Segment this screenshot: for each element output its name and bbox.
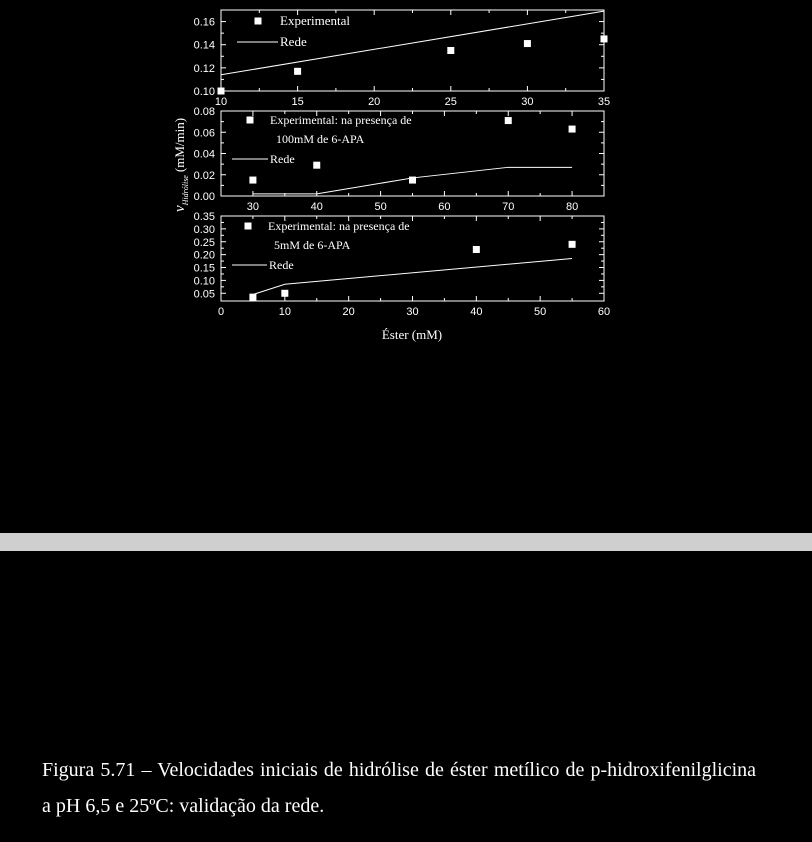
data-point-experimental: [249, 293, 257, 301]
legend-marker-experimental: [244, 222, 252, 230]
x-tick-label: 60: [598, 306, 610, 318]
legend-label-experimental: Experimental: [280, 13, 350, 28]
chart-panel-3: 0 10 20 30 40 50 60 0.050.100.150.200.250.300.3…: [194, 211, 611, 318]
x-tick-label: 40: [470, 306, 482, 318]
x-tick-label: 30: [247, 201, 259, 213]
y-tick-label: 0.20: [194, 250, 215, 262]
legend-marker-experimental: [246, 116, 254, 124]
series-line-rede: [252, 166, 573, 195]
y-axis-label-unit: (mM/min): [172, 118, 187, 172]
y-tick-label: 0.08: [194, 106, 215, 118]
y-tick-label: 0.30: [194, 224, 215, 236]
legend-label-rede: Rede: [280, 34, 307, 49]
data-point-experimental: [313, 161, 321, 169]
series-line-rede: [220, 10, 605, 76]
y-tick-label: 0.02: [194, 170, 215, 182]
figure-caption: Figura 5.71 – Velocidades iniciais de hi…: [42, 759, 756, 817]
data-point-experimental: [294, 67, 302, 75]
x-tick-label: 50: [534, 306, 546, 318]
data-point-experimental: [472, 245, 480, 253]
data-point-experimental: [504, 117, 512, 125]
y-tick-label: 0.10: [194, 275, 215, 287]
x-tick-label: 50: [374, 201, 386, 213]
x-axis-label: Éster (mM): [382, 327, 442, 342]
chart-figure: 10 15 20 25 30 35 0.10 0.12 0.14 0.16 Experimental…: [172, 9, 611, 342]
x-tick-label: 10: [279, 306, 291, 318]
x-tick-label: 30: [521, 96, 533, 108]
x-tick-label: 80: [566, 201, 578, 213]
data-point-experimental: [447, 47, 455, 54]
x-tick-label: 60: [438, 201, 450, 213]
legend-label-experimental: 5mM de 6-APA: [274, 238, 351, 252]
x-tick-label: 10: [215, 96, 227, 108]
y-tick-label: 0.05: [194, 288, 215, 300]
y-tick-label: 0.35: [194, 211, 215, 223]
data-point-experimental: [281, 289, 289, 297]
x-tick-label: 20: [368, 96, 380, 108]
legend-label-rede: Rede: [270, 152, 295, 166]
data-point-experimental: [568, 240, 576, 248]
y-axis-label-v: v: [172, 205, 188, 212]
y-tick-label: 0.25: [194, 237, 215, 249]
x-tick-label: 15: [291, 96, 303, 108]
legend-marker-experimental: [254, 17, 262, 25]
legend-label-experimental: 100mM de 6-APA: [276, 132, 365, 146]
y-tick-label: 0.14: [194, 40, 215, 52]
y-tick-label: 0.06: [194, 127, 215, 139]
x-tick-label: 20: [343, 306, 355, 318]
x-tick-label: 70: [502, 201, 514, 213]
data-point-experimental: [249, 176, 257, 184]
data-point-experimental: [600, 35, 608, 43]
data-point-experimental: [217, 87, 225, 95]
legend-label-rede: Rede: [269, 258, 294, 272]
y-tick-label: 0.04: [194, 149, 215, 161]
y-tick-label: 0.10: [194, 86, 215, 98]
chart-panel-2: 30 40 50 60 70 80 0.00 0.02 0.04 0.06 0.08 Experime…: [194, 106, 605, 213]
chart-panel-1: 10 15 20 25 30 35 0.10 0.12 0.14 0.16 Experimental…: [194, 9, 610, 108]
y-axis-label: vHidrólise (mM/min): [172, 118, 190, 212]
x-tick-label: 30: [406, 306, 418, 318]
data-point-experimental: [409, 176, 416, 184]
plot-frame: [220, 9, 605, 92]
x-tick-label: 0: [218, 306, 224, 318]
y-tick-label: 0.12: [194, 63, 215, 75]
series-line-rede: [252, 258, 573, 296]
legend-label-experimental: Experimental: na presença de: [270, 113, 412, 127]
y-tick-label: 0.16: [194, 17, 215, 29]
data-point-experimental: [523, 40, 531, 48]
x-tick-label: 40: [311, 201, 323, 213]
y-tick-label: 0.00: [194, 191, 215, 203]
data-point-experimental: [568, 125, 576, 133]
page-divider: [0, 533, 812, 551]
legend-label-experimental: Experimental: na presença de: [268, 219, 410, 233]
x-tick-label: 25: [445, 96, 457, 108]
x-tick-label: 35: [598, 96, 610, 108]
y-axis-label-sub: Hidrólise: [181, 175, 190, 207]
y-tick-label: 0.15: [194, 263, 215, 275]
